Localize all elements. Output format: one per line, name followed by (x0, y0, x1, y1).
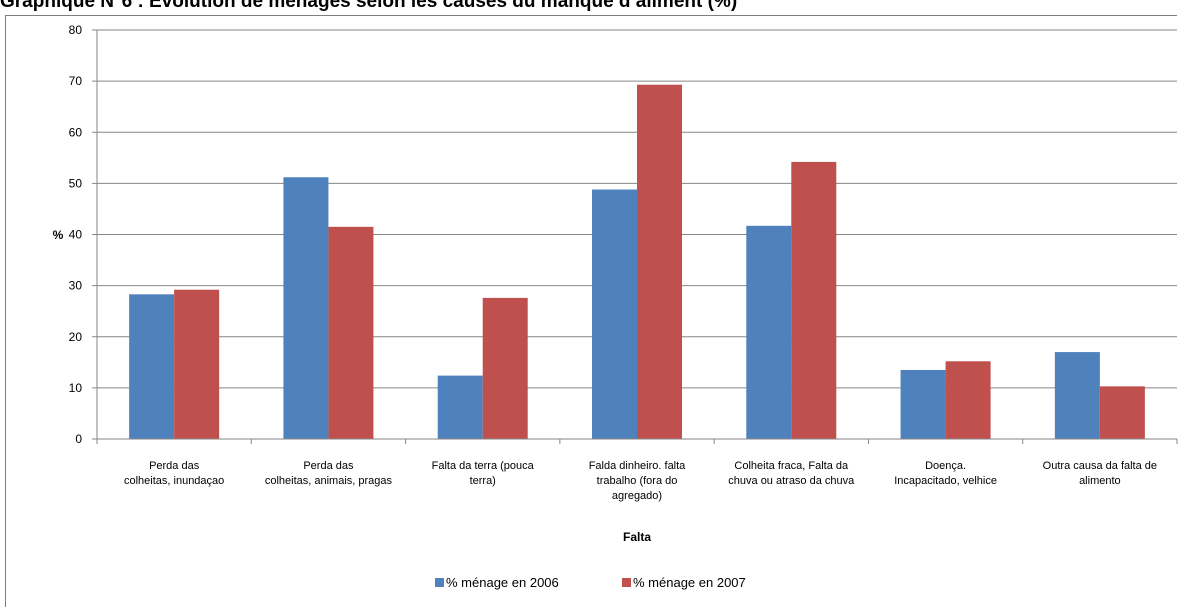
bar-2007 (328, 226, 374, 439)
y-tick-label: 60 (69, 125, 83, 139)
bar-2006 (437, 375, 483, 439)
chart-title: Graphique N°6 : Evolution de ménages sel… (0, 0, 738, 12)
bar-2006 (283, 177, 329, 440)
x-category-label: Falta da terra (pouca terra) (432, 460, 535, 487)
x-category-labels: Perda das colheitas, inundaçao Perda das co… (124, 460, 1157, 502)
x-category-label: Outra causa da falta de alimento (1043, 460, 1157, 487)
bar-2007 (174, 289, 220, 439)
y-tick-label: 0 (75, 432, 82, 446)
x-category-label: Doença. Incapacitado, velhice (894, 460, 997, 487)
chart-frame (5, 15, 1177, 607)
gridlines (97, 29, 1177, 389)
bar-2007 (945, 361, 991, 439)
bar-2006 (129, 294, 175, 439)
bar-2006 (900, 369, 946, 439)
bar-2007 (482, 297, 528, 439)
y-tick-label: 20 (69, 330, 83, 344)
x-axis-label: Falta (623, 530, 651, 544)
legend: % ménage en 2006 % ménage en 2007 (435, 575, 746, 590)
y-tick-label: 50 (69, 176, 83, 190)
bar-2006 (746, 225, 792, 439)
y-tick-labels: 0 10 20 30 40 50 60 70 80 (69, 23, 83, 446)
y-axis-label: % (53, 228, 64, 242)
y-tick-label: 10 (69, 381, 83, 395)
bar-2007 (791, 161, 837, 439)
x-category-label: Falda dinheiro. falta trabalho (fora do ag… (589, 460, 686, 502)
legend-swatch (622, 578, 631, 587)
bar-2007 (637, 84, 682, 440)
y-tick-label: 70 (69, 74, 83, 88)
axes (92, 29, 1178, 444)
x-category-label: Colheita fraca, Falta da chuva ou atraso … (728, 460, 855, 487)
bar-2006 (592, 189, 637, 439)
legend-label: % ménage en 2006 (446, 575, 559, 590)
bar-2006 (1054, 352, 1100, 439)
x-category-label: Perda das colheitas, inundaçao (124, 460, 224, 487)
y-tick-label: 30 (69, 279, 83, 293)
bar-2007 (1099, 386, 1145, 439)
legend-label: % ménage en 2007 (633, 575, 746, 590)
y-tick-label: 80 (69, 23, 83, 37)
x-category-label: Perda das colheitas, animais, pragas (265, 460, 393, 487)
bars (129, 84, 1145, 440)
legend-swatch (435, 578, 444, 587)
y-tick-label: 40 (69, 228, 83, 242)
